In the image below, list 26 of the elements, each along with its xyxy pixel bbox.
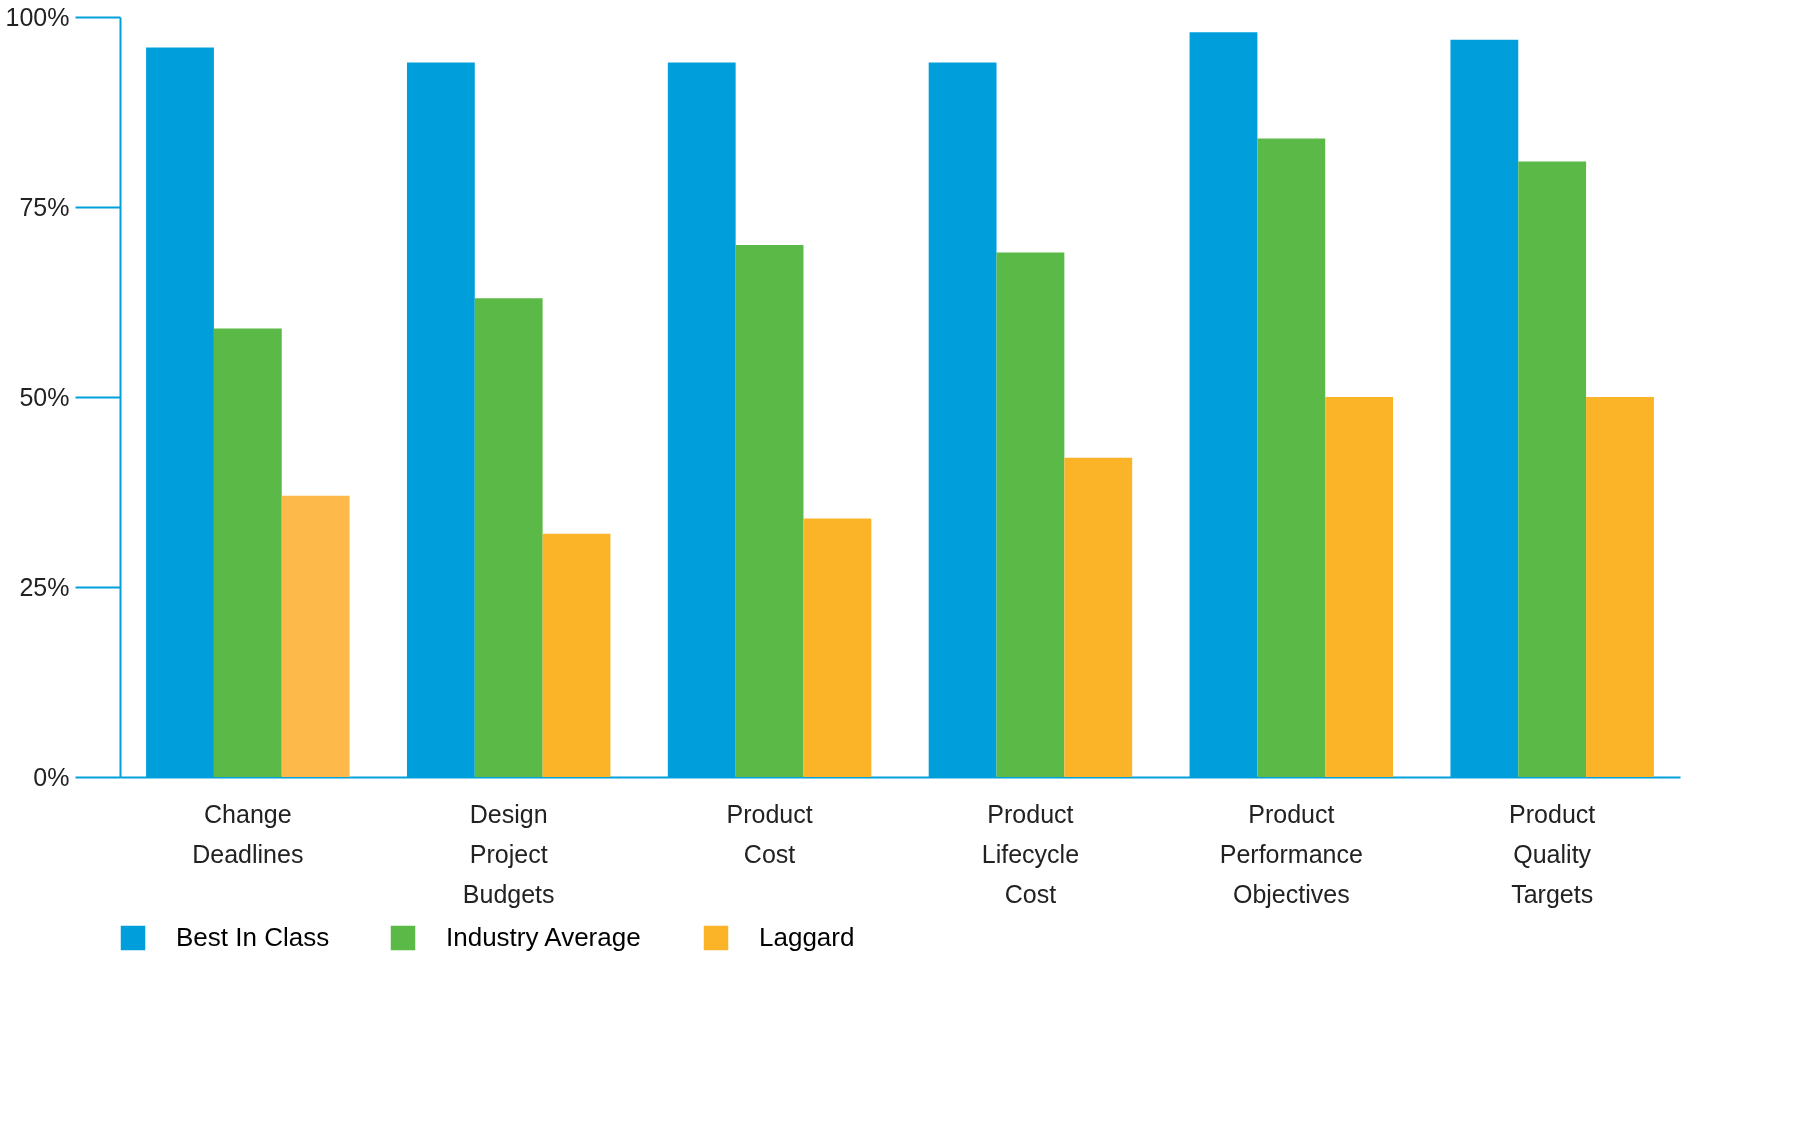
bar <box>735 245 804 777</box>
x-tick-label: Change Deadlines <box>192 799 304 868</box>
y-tick-label: 75% <box>19 192 70 221</box>
legend-label: Industry Average <box>446 922 641 952</box>
y-tick-label: 100% <box>5 2 70 31</box>
bar <box>1518 161 1587 777</box>
y-tick-label: 25% <box>19 572 70 601</box>
bar <box>1586 397 1654 777</box>
legend-label: Best In Class <box>176 922 330 952</box>
bar <box>1325 397 1394 777</box>
x-tick-label: Design Project Budgets <box>462 799 555 908</box>
x-tick-label: Product Cost <box>726 799 813 868</box>
bar <box>213 328 282 777</box>
bar <box>996 252 1065 777</box>
bar <box>542 533 611 777</box>
bar <box>1257 138 1326 777</box>
x-tick-label: Product Lifecycle Cost <box>981 799 1080 908</box>
bar <box>803 518 872 777</box>
x-tick-label: Product Performance Objectives <box>1219 799 1363 908</box>
bar <box>474 298 543 777</box>
y-tick-label: 0% <box>33 762 70 791</box>
x-tick-label: Product Quality Targets <box>1509 799 1596 908</box>
y-tick-label: 50% <box>19 382 70 411</box>
bar <box>1064 457 1133 777</box>
bar <box>281 495 350 777</box>
legend-label: Laggard <box>759 922 855 952</box>
